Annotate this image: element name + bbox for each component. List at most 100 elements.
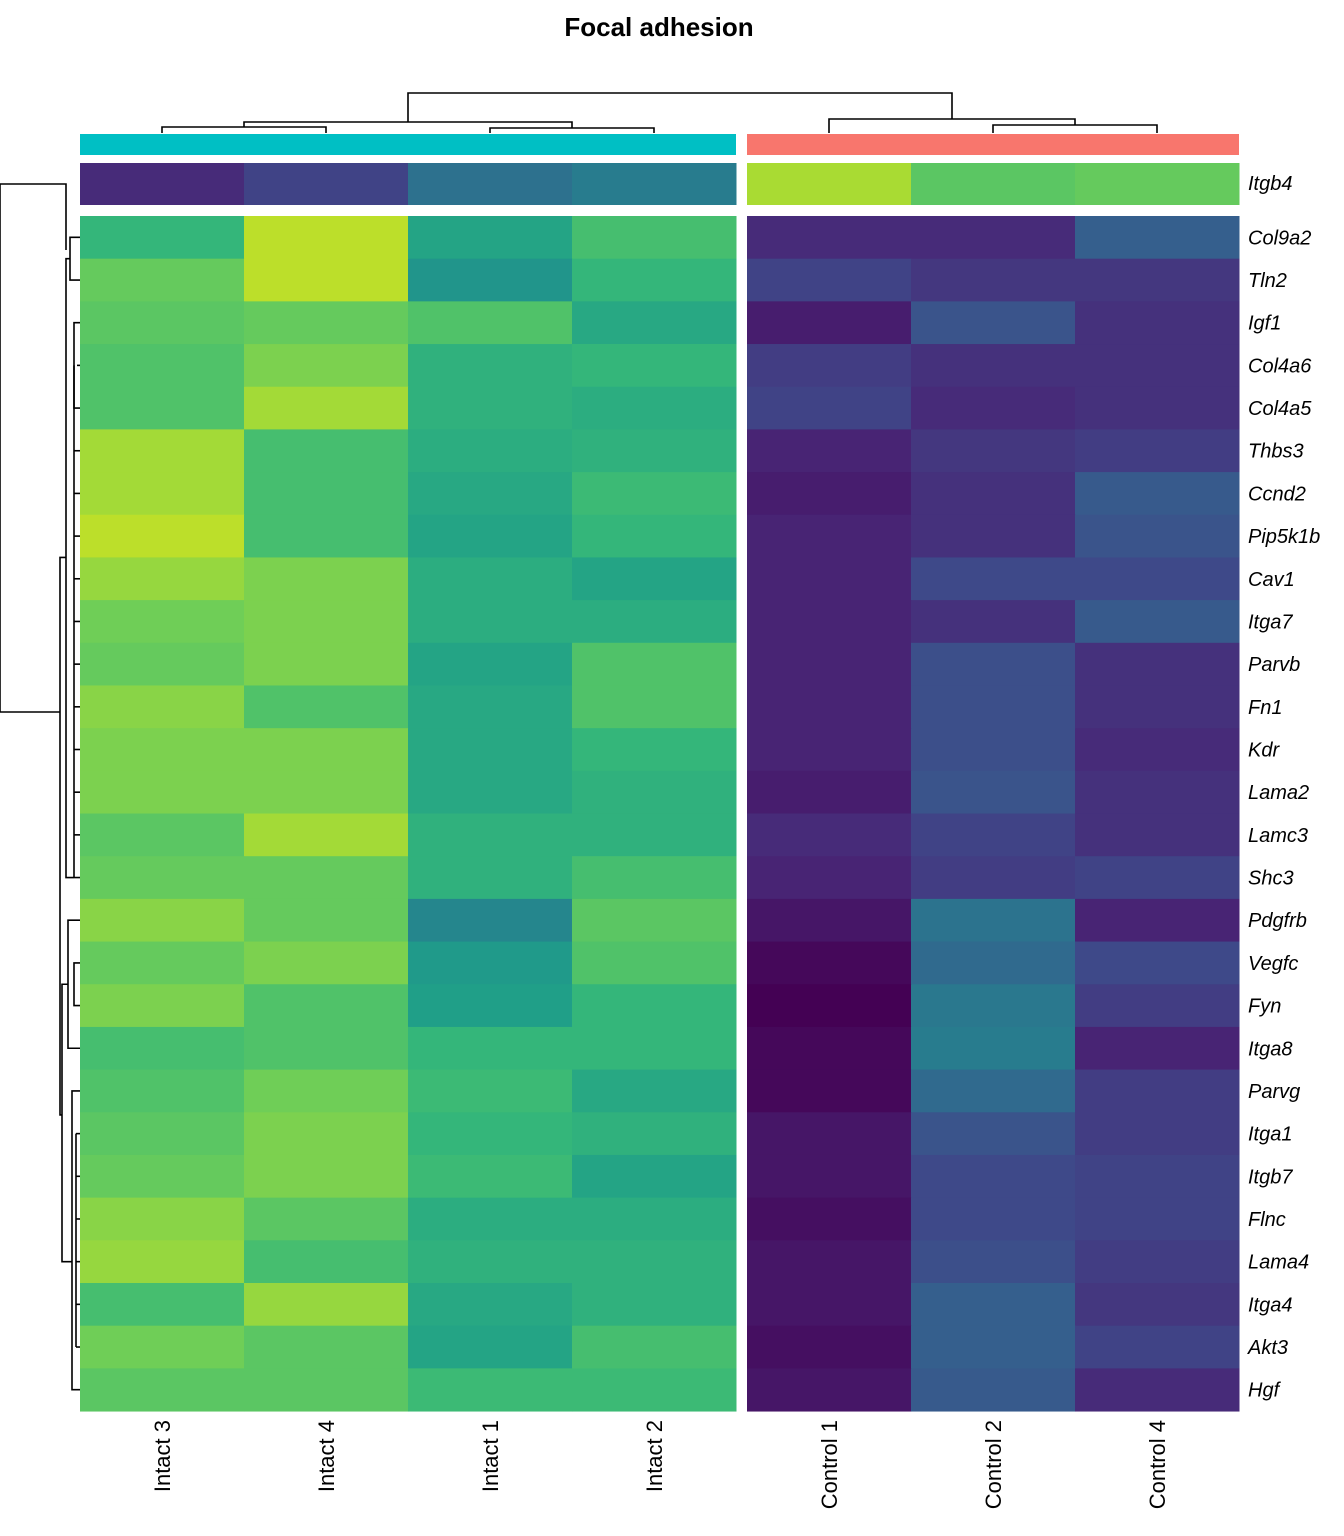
annotation-cell [244, 163, 409, 205]
heatmap-cell [408, 1240, 573, 1284]
heatmap-cell [244, 1368, 409, 1412]
dendrogram-branch [61, 983, 72, 1263]
dendrogram-branch [161, 126, 327, 133]
annotation-cell [572, 163, 737, 205]
heatmap-cell [1075, 514, 1240, 558]
heatmap-cell [80, 557, 245, 601]
row-label: Itga4 [1248, 1294, 1292, 1316]
heatmap-cell [1075, 898, 1240, 943]
column-label: Control 1 [817, 1420, 842, 1509]
dendrogram-branch [69, 236, 80, 281]
heatmap-cell [911, 685, 1076, 729]
heatmap-cell [911, 429, 1076, 473]
heatmap-cell [747, 984, 912, 1028]
heatmap-cell [747, 429, 912, 473]
heatmap-cell [911, 1026, 1076, 1071]
dendrogram-branch [828, 118, 1076, 133]
heatmap-cell [80, 770, 245, 815]
heatmap-cell [911, 344, 1076, 388]
heatmap-cell [244, 856, 409, 900]
heatmap-cell [572, 216, 737, 260]
heatmap-cell [244, 642, 409, 686]
heatmap-cell [244, 813, 409, 857]
row-label: Hgf [1248, 1380, 1282, 1402]
heatmap-cell [1075, 344, 1240, 388]
heatmap-cell [80, 642, 245, 686]
heatmap-cell [572, 386, 737, 430]
heatmap-cell [244, 1325, 409, 1369]
heatmap-cell [80, 258, 245, 302]
heatmap-cell [408, 258, 573, 302]
heatmap-cell [80, 685, 245, 729]
heatmap-cell [408, 642, 573, 686]
heatmap-cell [408, 557, 573, 601]
heatmap-cell [408, 1368, 573, 1412]
heatmap-cell [572, 1197, 737, 1241]
heatmap-cell [408, 1069, 573, 1113]
heatmap-cell [911, 216, 1076, 260]
heatmap-cell [911, 898, 1076, 943]
row-dendrogram [0, 183, 80, 1391]
heatmap-cell [747, 856, 912, 900]
heatmap-cell [80, 941, 245, 985]
heatmap-cell [80, 1069, 245, 1113]
heatmap-cell [244, 472, 409, 516]
heatmap-cell [244, 1240, 409, 1284]
heatmap-cell [80, 1368, 245, 1412]
annotation-cell [408, 163, 573, 205]
dendrogram-branch [407, 92, 953, 122]
column-label: Control 2 [981, 1420, 1006, 1509]
heatmap-cell [408, 429, 573, 473]
heatmap-cell [244, 685, 409, 729]
heatmap-cell [244, 1112, 409, 1156]
row-label: Itga7 [1248, 611, 1293, 633]
heatmap-cell [911, 1069, 1076, 1113]
heatmap-cell [244, 941, 409, 985]
heatmap-cell [244, 216, 409, 260]
heatmap-cell [1075, 1197, 1240, 1241]
heatmap-cell [80, 1154, 245, 1199]
heatmap-cell [1075, 813, 1240, 857]
heatmap-cell [1075, 1240, 1240, 1284]
heatmap-cell [408, 728, 573, 772]
heatmap-cell [572, 941, 737, 985]
heatmap-cell [244, 514, 409, 558]
heatmap-cell [1075, 728, 1240, 772]
heatmap-cell [1075, 557, 1240, 601]
heatmap-cell [80, 216, 245, 260]
heatmap-cell [1075, 685, 1240, 729]
heatmap-cell [1075, 429, 1240, 473]
heatmap-cell [911, 941, 1076, 985]
dendrogram-branch [992, 124, 1158, 133]
column-dendrogram [161, 92, 1158, 133]
heatmap-cell [1075, 386, 1240, 430]
heatmap-cell [747, 344, 912, 388]
heatmap-cell [747, 898, 912, 943]
heatmap-cell [911, 1283, 1076, 1327]
heatmap-cell [1075, 1112, 1240, 1156]
heatmap-cell [408, 813, 573, 857]
heatmap-cell [572, 514, 737, 558]
heatmap-cell [80, 301, 245, 345]
dendrogram-branch [0, 183, 67, 250]
heatmap-cell [572, 642, 737, 686]
heatmap-cell [244, 386, 409, 430]
row-label: Akt3 [1247, 1337, 1288, 1359]
heatmap-cell [244, 1069, 409, 1113]
heatmap-cell [408, 1197, 573, 1241]
heatmap-cell [747, 557, 912, 601]
heatmap-cell [747, 386, 912, 430]
heatmap-cell [747, 216, 912, 260]
heatmap-cell [747, 600, 912, 644]
heatmap-cell [244, 984, 409, 1028]
heatmap-cell [911, 984, 1076, 1028]
row-label: Shc3 [1248, 868, 1294, 890]
heatmap-cell [572, 429, 737, 473]
annotation-cell [1075, 163, 1240, 205]
heatmap-cell [747, 685, 912, 729]
heatmap-cell [747, 1154, 912, 1199]
heatmap-cell [408, 344, 573, 388]
dendrogram-branch [0, 184, 60, 713]
heatmap-cell [1075, 1069, 1240, 1113]
heatmap-cell [572, 600, 737, 644]
